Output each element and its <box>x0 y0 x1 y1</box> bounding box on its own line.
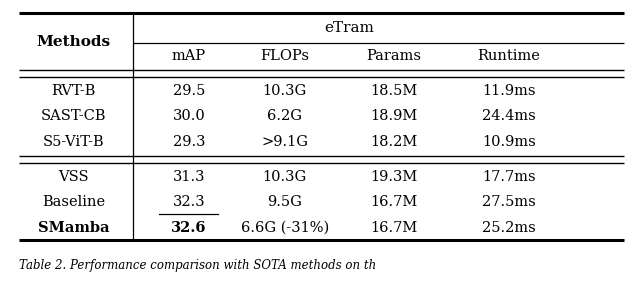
Text: 10.3G: 10.3G <box>262 84 307 98</box>
Text: 10.9ms: 10.9ms <box>482 135 536 149</box>
Text: 30.0: 30.0 <box>172 109 205 123</box>
Text: 19.3M: 19.3M <box>370 170 417 184</box>
Text: 16.7M: 16.7M <box>370 195 417 209</box>
Text: 31.3: 31.3 <box>173 170 205 184</box>
Text: mAP: mAP <box>172 49 206 63</box>
Text: 16.7M: 16.7M <box>370 221 417 235</box>
Text: 32.3: 32.3 <box>173 195 205 209</box>
Text: RVT-B: RVT-B <box>51 84 96 98</box>
Text: SAST-CB: SAST-CB <box>41 109 106 123</box>
Text: Baseline: Baseline <box>42 195 105 209</box>
Text: Runtime: Runtime <box>477 49 540 63</box>
Text: VSS: VSS <box>58 170 89 184</box>
Text: Params: Params <box>366 49 421 63</box>
Text: 24.4ms: 24.4ms <box>482 109 536 123</box>
Text: 10.3G: 10.3G <box>262 170 307 184</box>
Text: S5-ViT-B: S5-ViT-B <box>43 135 104 149</box>
Text: Methods: Methods <box>36 35 111 49</box>
Text: 29.3: 29.3 <box>173 135 205 149</box>
Text: 6.2G: 6.2G <box>268 109 302 123</box>
Text: 9.5G: 9.5G <box>268 195 302 209</box>
Text: SMamba: SMamba <box>38 221 109 235</box>
Text: eTram: eTram <box>324 21 374 35</box>
Text: 29.5: 29.5 <box>173 84 205 98</box>
Text: 25.2ms: 25.2ms <box>482 221 536 235</box>
Text: 18.9M: 18.9M <box>370 109 417 123</box>
Text: 18.2M: 18.2M <box>370 135 417 149</box>
Text: 18.5M: 18.5M <box>370 84 417 98</box>
Text: FLOPs: FLOPs <box>260 49 309 63</box>
Text: 6.6G (-31%): 6.6G (-31%) <box>241 221 329 235</box>
Text: 32.6: 32.6 <box>171 221 207 235</box>
Text: Table 2. Performance comparison with SOTA methods on th: Table 2. Performance comparison with SOT… <box>19 259 376 272</box>
Text: >9.1G: >9.1G <box>261 135 308 149</box>
Text: 17.7ms: 17.7ms <box>482 170 536 184</box>
Text: 27.5ms: 27.5ms <box>482 195 536 209</box>
Text: 11.9ms: 11.9ms <box>482 84 536 98</box>
